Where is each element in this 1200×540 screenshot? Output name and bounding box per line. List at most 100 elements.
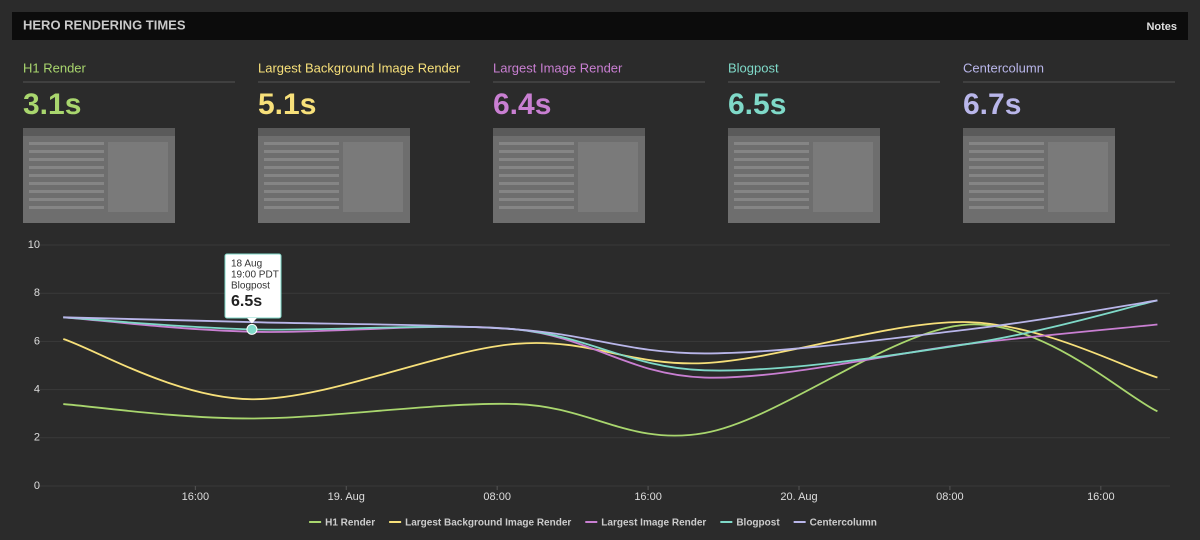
thumbnail-text [969, 198, 1044, 201]
thumbnail-text [969, 182, 1044, 185]
thumbnail-header [963, 128, 1115, 136]
y-tick-label: 2 [34, 432, 40, 444]
thumbnail-text [29, 198, 104, 201]
card-label: Largest Background Image Render [258, 60, 461, 75]
thumbnail-text [264, 182, 339, 185]
series-line [63, 299, 1158, 355]
card-label: Largest Image Render [493, 60, 623, 75]
thumbnail-text [264, 142, 339, 145]
thumbnail-text [734, 198, 809, 201]
card-label: Blogpost [728, 60, 779, 75]
thumbnail-text [734, 206, 809, 209]
x-tick-label: 20. Aug [780, 491, 817, 503]
thumbnail-header [728, 128, 880, 136]
thumbnail-text [969, 190, 1044, 193]
hover-point [246, 323, 258, 335]
y-tick-label: 10 [28, 239, 40, 251]
thumbnail-text [29, 174, 104, 177]
card-label: Centercolumn [963, 60, 1044, 75]
thumbnail-text [29, 206, 104, 209]
thumbnail-header [258, 128, 410, 136]
tooltip-date: 18 Aug [231, 259, 262, 270]
thumbnail-sidebar [108, 142, 168, 212]
thumbnail-text [499, 158, 574, 161]
thumbnail-text [969, 142, 1044, 145]
thumbnail-text [29, 142, 104, 145]
series-line [63, 321, 1158, 401]
thumbnail-text [29, 150, 104, 153]
series-line [63, 323, 1158, 437]
x-tick-label: 16:00 [1087, 491, 1115, 503]
thumbnail-text [264, 198, 339, 201]
series-line [63, 299, 1158, 372]
x-tick-label: 16:00 [634, 491, 662, 503]
thumbnail-sidebar [578, 142, 638, 212]
legend-label: Centercolumn [810, 518, 877, 529]
thumbnail-text [29, 190, 104, 193]
thumbnail-text [29, 182, 104, 185]
card-value: 6.4s [493, 88, 551, 121]
card-value: 6.5s [728, 88, 786, 121]
thumbnail-text [264, 206, 339, 209]
thumbnail-text [734, 142, 809, 145]
thumbnail-text [264, 190, 339, 193]
thumbnail-text [734, 158, 809, 161]
thumbnail-text [499, 206, 574, 209]
header-title: HERO RENDERING TIMES [23, 17, 186, 32]
legend: H1 Render Largest Background Image Render… [309, 518, 877, 529]
card-label: H1 Render [23, 60, 87, 75]
thumbnail-sidebar [813, 142, 873, 212]
thumbnail-header [23, 128, 175, 136]
thumbnail-text [499, 166, 574, 169]
thumbnail-text [499, 142, 574, 145]
thumbnail-sidebar [343, 142, 403, 212]
y-tick-label: 8 [34, 287, 40, 299]
tooltip-time: 19:00 PDT [231, 270, 279, 281]
x-tick-label: 16:00 [182, 491, 210, 503]
header-bar [12, 12, 1188, 40]
card-value: 5.1s [258, 88, 316, 121]
thumbnail-text [969, 150, 1044, 153]
thumbnail-text [734, 182, 809, 185]
thumbnail-text [969, 206, 1044, 209]
thumbnail-text [499, 198, 574, 201]
x-tick-label: 08:00 [936, 491, 964, 503]
card-value: 6.7s [963, 88, 1021, 121]
thumbnail-text [264, 150, 339, 153]
notes-link[interactable]: Notes [1146, 21, 1177, 33]
legend-label: H1 Render [325, 518, 375, 529]
thumbnail-text [499, 150, 574, 153]
x-tick-label: 19. Aug [328, 491, 365, 503]
thumbnail-sidebar [1048, 142, 1108, 212]
x-tick-label: 08:00 [483, 491, 511, 503]
thumbnail-text [734, 150, 809, 153]
tooltip-pointer [246, 318, 257, 324]
legend-label: Largest Background Image Render [405, 518, 571, 529]
tooltip-value: 6.5s [231, 293, 262, 310]
thumbnail-text [969, 174, 1044, 177]
y-tick-label: 4 [34, 384, 40, 396]
y-tick-label: 6 [34, 335, 40, 347]
card-value: 3.1s [23, 88, 81, 121]
thumbnail-text [29, 166, 104, 169]
y-tick-label: 0 [34, 480, 40, 492]
thumbnail-text [264, 158, 339, 161]
thumbnail-text [734, 166, 809, 169]
tooltip-series: Blogpost [231, 281, 270, 292]
thumbnail-header [493, 128, 645, 136]
legend-label: Largest Image Render [601, 518, 706, 529]
thumbnail-text [264, 166, 339, 169]
thumbnail-text [734, 190, 809, 193]
thumbnail-text [499, 190, 574, 193]
thumbnail-text [29, 158, 104, 161]
thumbnail-text [734, 174, 809, 177]
thumbnail-text [969, 166, 1044, 169]
thumbnail-text [499, 174, 574, 177]
thumbnail-text [264, 174, 339, 177]
legend-label: Blogpost [736, 518, 780, 529]
thumbnail-text [499, 182, 574, 185]
thumbnail-text [969, 158, 1044, 161]
